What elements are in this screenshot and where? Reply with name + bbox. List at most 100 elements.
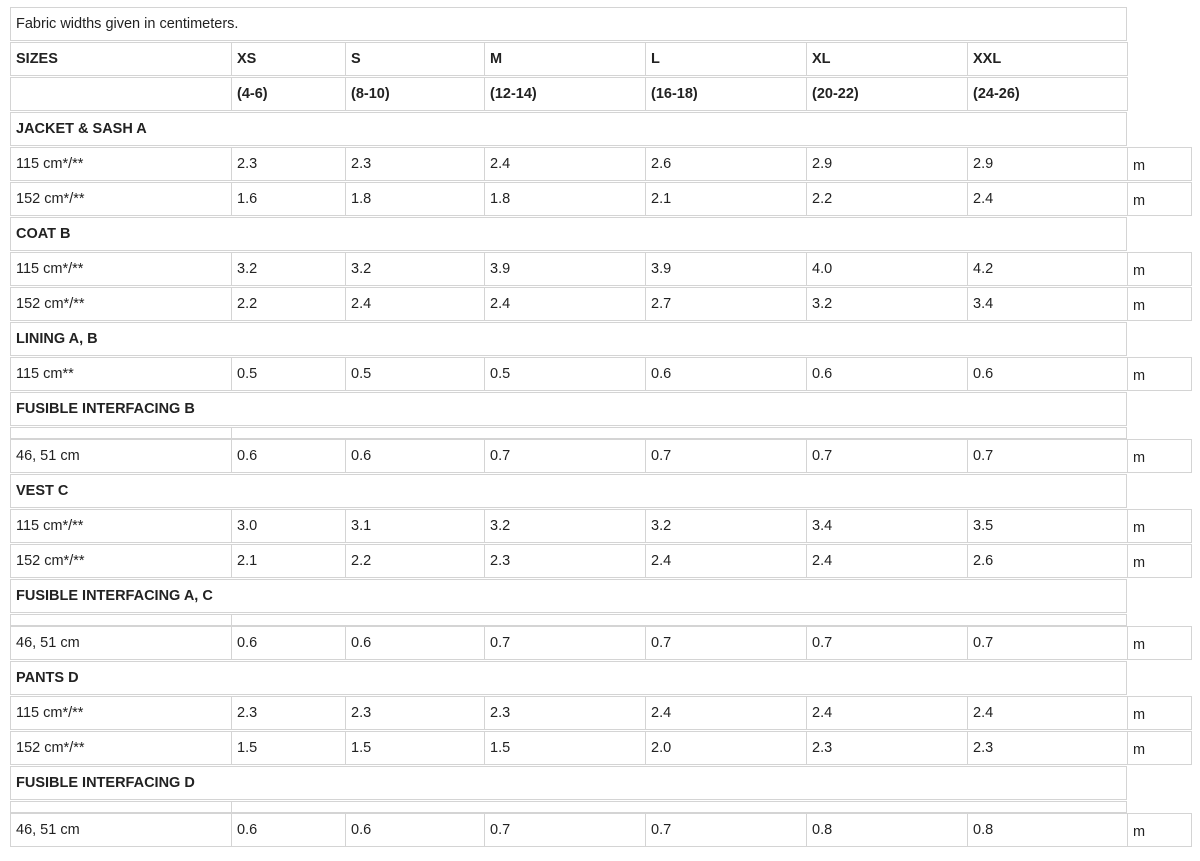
unit-label: m: [1127, 813, 1192, 847]
size-range-xs: (4-6): [231, 77, 346, 111]
yardage-value: 2.3: [231, 696, 346, 730]
yardage-value: 4.0: [806, 252, 968, 286]
yardage-value: 1.5: [484, 731, 646, 765]
size-l: L: [645, 42, 807, 76]
unit-label: m: [1127, 626, 1192, 660]
fabric-width-label: 152 cm*/**: [10, 287, 232, 321]
yardage-value: 2.4: [645, 544, 807, 578]
size-range-xl: (20-22): [806, 77, 968, 111]
yardage-value: 3.4: [806, 509, 968, 543]
yardage-table: Fabric widths given in centimeters. SIZES…: [10, 7, 1192, 853]
yardage-value: 2.4: [484, 147, 646, 181]
yardage-value: 0.7: [806, 439, 968, 473]
unit-label: m: [1127, 731, 1192, 765]
yardage-value: 2.4: [967, 696, 1128, 730]
unit-label: m: [1127, 287, 1192, 321]
yardage-value: 2.4: [484, 287, 646, 321]
unit-label: m: [1127, 252, 1192, 286]
fabric-width-label: 152 cm*/**: [10, 544, 232, 578]
fabric-width-label: 46, 51 cm: [10, 813, 232, 847]
yardage-value: 2.6: [645, 147, 807, 181]
yardage-value: 2.0: [645, 731, 807, 765]
section-spacer: [231, 801, 1127, 813]
yardage-value: 2.7: [645, 287, 807, 321]
yardage-value: 0.5: [345, 357, 485, 391]
section-spacer: [10, 427, 232, 439]
unit-label: m: [1127, 439, 1192, 473]
section-title: FUSIBLE INTERFACING D: [10, 766, 1127, 800]
fabric-width-note: Fabric widths given in centimeters.: [10, 7, 1127, 41]
yardage-value: 0.7: [806, 626, 968, 660]
yardage-value: 3.2: [806, 287, 968, 321]
section-spacer: [231, 614, 1127, 626]
yardage-value: 3.2: [345, 252, 485, 286]
yardage-value: 0.6: [345, 626, 485, 660]
fabric-width-label: 115 cm**: [10, 357, 232, 391]
unit-label: m: [1127, 182, 1192, 216]
yardage-value: 3.9: [645, 252, 807, 286]
unit-label: m: [1127, 147, 1192, 181]
yardage-value: 0.6: [231, 813, 346, 847]
fabric-width-label: 46, 51 cm: [10, 439, 232, 473]
section-title: VEST C: [10, 474, 1127, 508]
yardage-value: 2.6: [967, 544, 1128, 578]
yardage-value: 2.3: [345, 147, 485, 181]
section-spacer: [10, 614, 232, 626]
yardage-value: 3.2: [645, 509, 807, 543]
yardage-value: 2.2: [231, 287, 346, 321]
yardage-value: 3.2: [484, 509, 646, 543]
section-title: JACKET & SASH A: [10, 112, 1127, 146]
yardage-value: 1.8: [345, 182, 485, 216]
yardage-value: 3.0: [231, 509, 346, 543]
yardage-value: 2.1: [645, 182, 807, 216]
section-title: COAT B: [10, 217, 1127, 251]
yardage-value: 2.9: [806, 147, 968, 181]
yardage-value: 2.4: [806, 696, 968, 730]
yardage-value: 0.7: [484, 813, 646, 847]
yardage-value: 2.3: [231, 147, 346, 181]
yardage-value: 2.3: [806, 731, 968, 765]
yardage-value: 3.5: [967, 509, 1128, 543]
yardage-value: 0.7: [645, 439, 807, 473]
yardage-value: 0.5: [231, 357, 346, 391]
yardage-value: 0.6: [806, 357, 968, 391]
yardage-value: 3.9: [484, 252, 646, 286]
yardage-value: 0.6: [345, 813, 485, 847]
section-title: LINING A, B: [10, 322, 1127, 356]
yardage-value: 2.1: [231, 544, 346, 578]
yardage-value: 1.5: [231, 731, 346, 765]
yardage-value: 1.5: [345, 731, 485, 765]
section-spacer: [10, 801, 232, 813]
yardage-value: 2.3: [484, 696, 646, 730]
yardage-value: 2.3: [345, 696, 485, 730]
yardage-value: 0.7: [967, 626, 1128, 660]
yardage-value: 0.6: [967, 357, 1128, 391]
unit-label: m: [1127, 544, 1192, 578]
yardage-value: 2.4: [645, 696, 807, 730]
fabric-width-label: 115 cm*/**: [10, 509, 232, 543]
yardage-value: 2.4: [806, 544, 968, 578]
size-xs: XS: [231, 42, 346, 76]
yardage-value: 0.6: [345, 439, 485, 473]
yardage-value: 4.2: [967, 252, 1128, 286]
yardage-value: 1.6: [231, 182, 346, 216]
yardage-value: 2.9: [967, 147, 1128, 181]
size-xxl: XXL: [967, 42, 1128, 76]
yardage-value: 3.1: [345, 509, 485, 543]
yardage-value: 1.8: [484, 182, 646, 216]
size-m: M: [484, 42, 646, 76]
yardage-value: 0.6: [645, 357, 807, 391]
section-title: FUSIBLE INTERFACING A, C: [10, 579, 1127, 613]
yardage-value: 0.5: [484, 357, 646, 391]
yardage-value: 0.7: [967, 439, 1128, 473]
yardage-value: 0.8: [806, 813, 968, 847]
yardage-value: 0.7: [645, 813, 807, 847]
section-spacer: [231, 427, 1127, 439]
yardage-value: 2.3: [484, 544, 646, 578]
unit-label: m: [1127, 509, 1192, 543]
yardage-value: 2.4: [967, 182, 1128, 216]
size-range-blank: [10, 77, 232, 111]
yardage-value: 0.6: [231, 439, 346, 473]
unit-label: m: [1127, 696, 1192, 730]
yardage-value: 2.2: [345, 544, 485, 578]
